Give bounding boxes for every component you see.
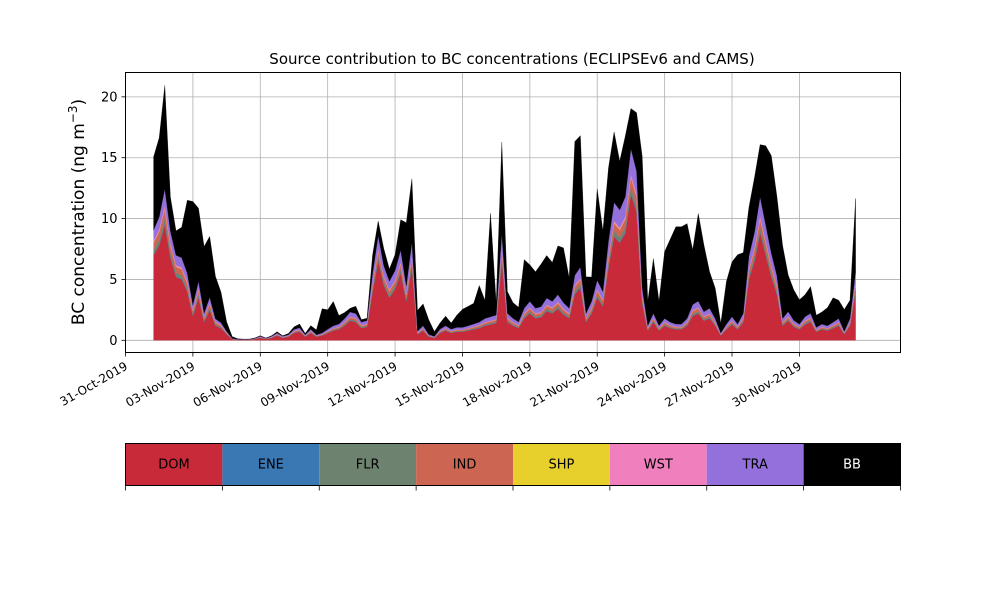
y-axis-label-main: BC concentration (ng m [69, 123, 89, 325]
chart-title: Source contribution to BC concentrations… [269, 50, 754, 68]
legend-swatch-ene [222, 443, 320, 486]
y-axis: 0 5 10 15 20 [101, 90, 126, 349]
legend-swatch-bb [803, 443, 901, 486]
x-tick-label: 30-Nov-2019 [730, 359, 804, 410]
x-tick-label: 06-Nov-2019 [191, 359, 265, 410]
legend-label-flr: FLR [356, 458, 380, 473]
legend-swatch-tra [706, 443, 804, 486]
x-axis: 31-Oct-201903-Nov-201906-Nov-201909-Nov-… [58, 352, 804, 410]
legend-swatch-dom [125, 443, 223, 486]
legend-label-ind: IND [453, 458, 477, 473]
legend-label-ene: ENE [258, 458, 284, 473]
legend: DOM ENE FLR IND SHP WST TRA BB [125, 443, 901, 491]
legend-swatch-flr [319, 443, 417, 486]
area-layers [153, 85, 856, 341]
x-tick-label: 03-Nov-2019 [123, 359, 197, 410]
x-tick-label: 24-Nov-2019 [595, 359, 669, 410]
y-tick-label: 0 [109, 334, 117, 349]
legend-label-bb: BB [843, 458, 861, 473]
legend-swatch-shp [513, 443, 610, 486]
x-tick-label: 27-Nov-2019 [662, 359, 736, 410]
area-bb [153, 85, 856, 340]
legend-label-shp: SHP [549, 458, 575, 473]
y-tick-label: 15 [101, 151, 118, 166]
x-tick-label: 18-Nov-2019 [460, 359, 534, 410]
x-tick-label: 12-Nov-2019 [325, 359, 399, 410]
y-axis-label-close: ) [69, 99, 89, 106]
y-axis-label: BC concentration (ng m−3) [66, 99, 89, 325]
y-axis-label-superscript: −3 [66, 105, 80, 123]
x-tick-label: 15-Nov-2019 [393, 359, 467, 410]
x-tick-label: 31-Oct-2019 [58, 359, 130, 409]
y-tick-label: 5 [109, 273, 117, 288]
y-tick-label: 20 [101, 90, 118, 105]
x-tick-label: 21-Nov-2019 [528, 359, 602, 410]
x-tick-label: 09-Nov-2019 [258, 359, 332, 410]
legend-swatch-ind [416, 443, 513, 486]
y-tick-label: 10 [101, 212, 118, 227]
legend-label-tra: TRA [742, 458, 768, 473]
legend-swatch-wst [609, 443, 707, 486]
legend-label-wst: WST [644, 458, 673, 473]
plot-frame [125, 72, 901, 353]
legend-label-dom: DOM [158, 458, 189, 473]
